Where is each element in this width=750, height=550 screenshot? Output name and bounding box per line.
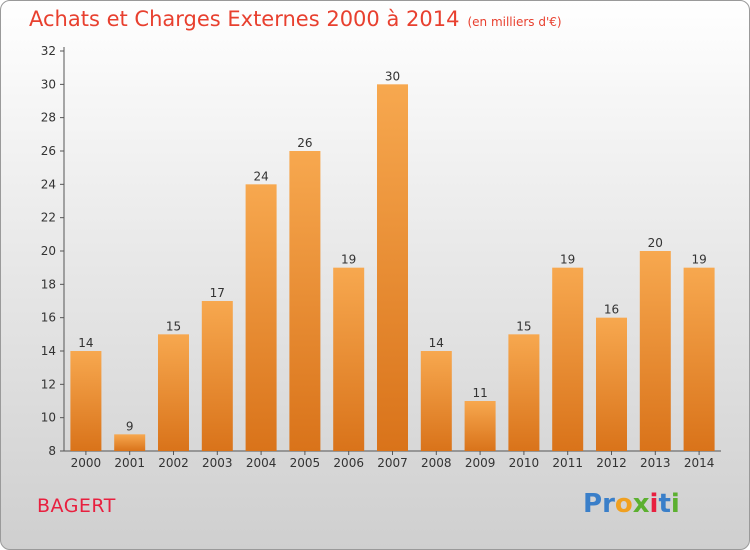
chart-title-text: Achats et Charges Externes 2000 à 2014: [29, 7, 460, 31]
logo-letter: x: [632, 489, 650, 519]
axes: 8 10 12 14 16 18 20 22 24 26 28 30 32 2000 2001 2002 200…: [41, 44, 721, 470]
bar-2008: [420, 351, 452, 451]
x-tick-label: 2004: [246, 456, 277, 470]
bar-2009: [464, 401, 496, 451]
data-labels: 14 9 15 17 24 26 19 30 14 11 15 19 16 20 19: [78, 69, 706, 433]
bar-2002: [158, 334, 189, 451]
value-label-2001: 9: [126, 419, 134, 433]
commune-name: BAGERT: [37, 495, 116, 517]
value-label-2007: 30: [385, 69, 400, 83]
bar-2005: [289, 151, 321, 451]
value-label-2009: 11: [472, 386, 487, 400]
x-tick-label: 2014: [684, 456, 715, 470]
bar-2000: [70, 351, 102, 451]
value-label-2014: 19: [691, 253, 706, 267]
y-tick-label: 18: [41, 277, 56, 291]
x-tick-label: 2012: [596, 456, 627, 470]
value-label-2008: 14: [429, 336, 444, 350]
logo-letter: r: [602, 489, 615, 519]
x-tick-label: 2006: [333, 456, 364, 470]
proxiti-logo[interactable]: Proxiti: [583, 489, 680, 519]
value-label-2012: 16: [604, 303, 619, 317]
value-label-2005: 26: [297, 136, 312, 150]
bar-2004: [245, 184, 277, 452]
logo-letter: i: [649, 489, 659, 519]
x-tick-label: 2010: [509, 456, 540, 470]
x-tick-label: 2011: [552, 456, 583, 470]
chart-title: Achats et Charges Externes 2000 à 2014 (e…: [29, 7, 562, 31]
bar-2001: [114, 434, 146, 451]
x-tick-label: 2003: [202, 456, 233, 470]
bar-2012: [596, 317, 627, 451]
y-tick-label: 16: [41, 311, 56, 325]
logo-letter: i: [670, 489, 680, 519]
bar-2006: [333, 267, 365, 451]
value-label-2006: 19: [341, 253, 356, 267]
y-tick-label: 12: [41, 377, 56, 391]
logo-letter: t: [658, 489, 671, 519]
y-tick-label: 22: [41, 211, 56, 225]
x-tick-label: 2009: [465, 456, 496, 470]
bar-2013: [639, 251, 671, 451]
y-tick-label: 24: [41, 177, 56, 191]
y-tick-label: 8: [48, 444, 56, 458]
value-label-2003: 17: [210, 286, 225, 300]
x-tick-label: 2001: [114, 456, 145, 470]
x-tick-label: 2005: [290, 456, 321, 470]
bar-2011: [552, 267, 584, 451]
value-label-2011: 19: [560, 253, 575, 267]
bar-2007: [377, 84, 408, 451]
logo-letter: P: [583, 489, 603, 519]
y-tick-label: 28: [41, 111, 56, 125]
value-label-2002: 15: [166, 319, 181, 333]
bar-2003: [201, 301, 233, 451]
y-tick-label: 32: [41, 44, 56, 58]
x-tick-label: 2007: [377, 456, 408, 470]
value-label-2004: 24: [253, 169, 268, 183]
bar-2010: [508, 334, 540, 451]
x-tick-label: 2002: [158, 456, 189, 470]
unit-note: (en milliers d'€): [467, 15, 562, 29]
x-tick-label: 2008: [421, 456, 452, 470]
y-tick-label: 10: [41, 411, 56, 425]
x-tick-label: 2000: [71, 456, 102, 470]
value-label-2013: 20: [648, 236, 663, 250]
value-label-2010: 15: [516, 319, 531, 333]
bars: [70, 84, 715, 452]
value-label-2000: 14: [78, 336, 93, 350]
y-tick-label: 26: [41, 144, 56, 158]
bar-2014: [683, 267, 715, 451]
y-tick-label: 14: [41, 344, 56, 358]
y-tick-label: 20: [41, 244, 56, 258]
x-tick-label: 2013: [640, 456, 671, 470]
logo-letter: o: [614, 489, 633, 519]
y-tick-label: 30: [41, 77, 56, 91]
